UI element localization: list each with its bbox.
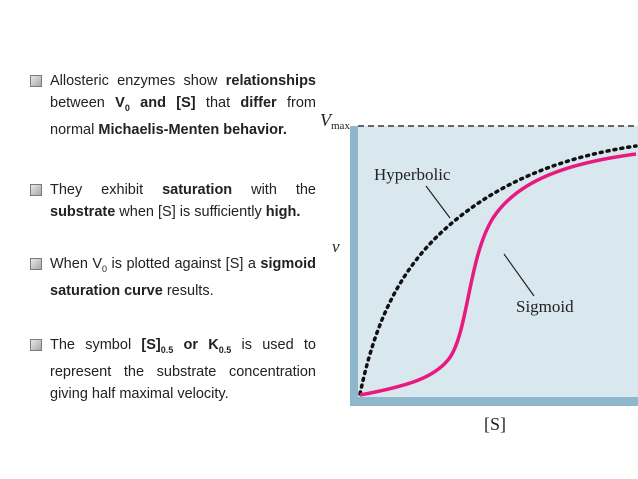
plain-text: from normal (50, 95, 316, 138)
bullet-item-sigmoid: When V0 is plotted against [S] a sigmoid… (30, 253, 316, 302)
hyperbolic-curve (358, 144, 638, 396)
plain-text: that (195, 95, 241, 111)
bullet-icon (30, 338, 42, 351)
subscript-text: 0.5 (160, 344, 174, 355)
subscript-text: 0 (102, 263, 108, 274)
emphasis-text: differ (240, 95, 277, 111)
bullet-list: Allosteric enzymes show relationships be… (30, 70, 316, 443)
hyperbolic-label: Hyperbolic (374, 165, 451, 184)
bullet-text: Allosteric enzymes show relationships be… (50, 70, 316, 141)
y-axis (350, 126, 358, 406)
emphasis-text: substrate (50, 203, 116, 220)
x-axis (350, 397, 638, 406)
emphasis-text: or K (173, 336, 219, 353)
hyperbolic-pointer (425, 185, 451, 219)
bullet-icon (30, 183, 42, 196)
plain-text: The symbol (50, 336, 142, 353)
sigmoid-label: Sigmoid (516, 297, 574, 316)
plain-text: They exhibit (50, 181, 163, 198)
sigmoid-curve (359, 152, 637, 397)
vmax-label: Vmax (320, 110, 350, 132)
x-axis-label: [S] (484, 414, 506, 434)
emphasis-text: Michaelis-Menten behavior. (98, 121, 287, 138)
sigmoid-pointer (503, 253, 535, 297)
plain-text: when [S] is sufficiently (115, 203, 266, 220)
plain-text: between (50, 95, 116, 111)
plain-text: results. (162, 282, 214, 299)
bullet-text: They exhibit saturation with the substra… (50, 179, 316, 223)
plot-panel (356, 126, 638, 398)
plain-text: is plotted against [S] a (107, 255, 261, 272)
bullet-item-half-maximal: The symbol [S]0.5 or K0.5 is used to rep… (30, 334, 316, 405)
emphasis-text: high. (265, 203, 301, 220)
plain-text: Allosteric enzymes show (50, 73, 226, 89)
emphasis-text: V (115, 95, 125, 111)
emphasis-text: [S] (141, 336, 161, 353)
emphasis-text: saturation (162, 181, 233, 198)
bullet-text: The symbol [S]0.5 or K0.5 is used to rep… (50, 334, 316, 405)
subscript-text: 0.5 (218, 344, 232, 355)
emphasis-text: sigmoid saturation curve (50, 255, 316, 299)
bullet-icon (30, 75, 42, 87)
emphasis-text: relationships (225, 73, 316, 89)
plain-text: When V (50, 255, 103, 272)
bullet-item-saturation: They exhibit saturation with the substra… (30, 179, 316, 223)
plain-text: is used to represent the substrate conce… (50, 336, 316, 402)
saturation-curve-figure: Vmax v [S] Hyperbolic Sigmoid (320, 110, 638, 434)
bullet-icon (30, 257, 42, 270)
plain-text: with the (232, 181, 316, 198)
emphasis-text: and [S] (129, 95, 196, 111)
y-axis-label: v (332, 237, 340, 256)
subscript-text: 0 (124, 102, 130, 113)
bullet-text: When V0 is plotted against [S] a sigmoid… (50, 253, 316, 302)
bullet-item-allosteric: Allosteric enzymes show relationships be… (30, 70, 316, 141)
